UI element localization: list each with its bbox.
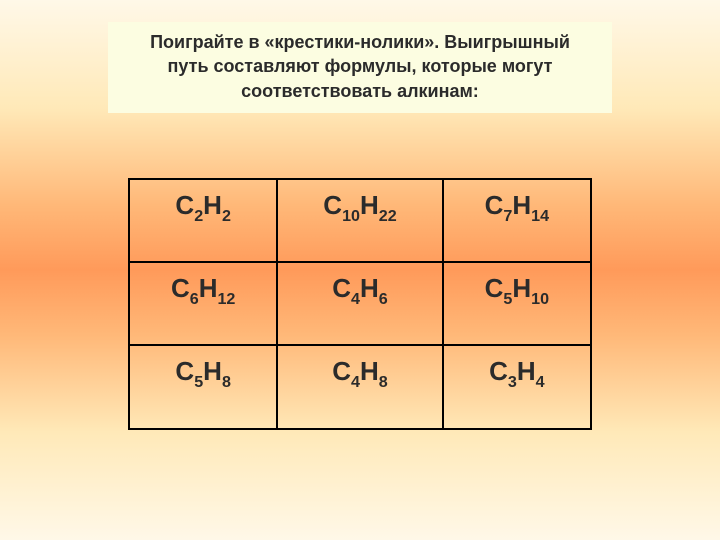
- subscript-h: 8: [222, 373, 231, 391]
- formula-cell: С4Н6: [277, 262, 442, 345]
- formula-cell: С6Н12: [129, 262, 277, 345]
- formula-table: С2Н2 С10Н22 С7Н14 С6Н12 С4Н6 С5Н10: [128, 178, 592, 430]
- subscript-c: 6: [190, 290, 199, 308]
- subscript-c: 3: [508, 373, 517, 391]
- subscript-c: 10: [342, 207, 360, 225]
- subscript-h: 6: [379, 290, 388, 308]
- formula-cell: С3Н4: [443, 345, 591, 428]
- table-row: С2Н2 С10Н22 С7Н14: [129, 179, 591, 262]
- formula-cell: С10Н22: [277, 179, 442, 262]
- subscript-c: 7: [503, 207, 512, 225]
- subscript-h: 22: [379, 207, 397, 225]
- subscript-c: 5: [503, 290, 512, 308]
- formula-cell: С7Н14: [443, 179, 591, 262]
- formula-cell: С4Н8: [277, 345, 442, 428]
- title-box: Поиграйте в «крестики-нолики». Выигрышны…: [108, 22, 612, 113]
- subscript-c: 4: [351, 373, 360, 391]
- subscript-h: 8: [379, 373, 388, 391]
- formula-grid: С2Н2 С10Н22 С7Н14 С6Н12 С4Н6 С5Н10: [128, 178, 592, 430]
- formula-cell: С5Н10: [443, 262, 591, 345]
- table-row: С6Н12 С4Н6 С5Н10: [129, 262, 591, 345]
- subscript-c: 4: [351, 290, 360, 308]
- subscript-c: 2: [194, 207, 203, 225]
- subscript-h: 2: [222, 207, 231, 225]
- title-line-3: соответствовать алкинам:: [118, 79, 602, 103]
- subscript-h: 14: [531, 207, 549, 225]
- subscript-h: 12: [217, 290, 235, 308]
- formula-cell: С5Н8: [129, 345, 277, 428]
- title-line-2: путь составляют формулы, которые могут: [118, 54, 602, 78]
- table-row: С5Н8 С4Н8 С3Н4: [129, 345, 591, 428]
- subscript-h: 10: [531, 290, 549, 308]
- title-line-1: Поиграйте в «крестики-нолики». Выигрышны…: [118, 30, 602, 54]
- subscript-h: 4: [536, 373, 545, 391]
- subscript-c: 5: [194, 373, 203, 391]
- formula-cell: С2Н2: [129, 179, 277, 262]
- slide-background: Поиграйте в «крестики-нолики». Выигрышны…: [0, 0, 720, 540]
